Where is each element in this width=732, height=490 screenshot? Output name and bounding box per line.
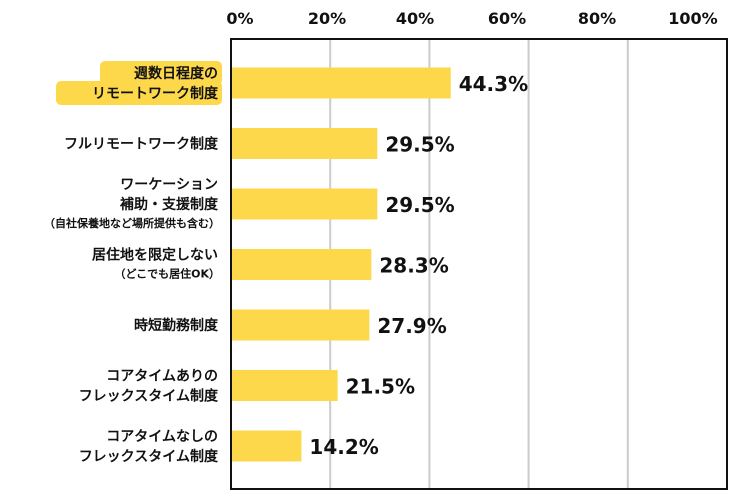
data-label: 28.3% [379,254,448,278]
bar [231,430,302,462]
category-label: 居住地を限定しない [92,247,218,264]
data-label: 14.2% [309,435,378,459]
data-label: 29.5% [385,133,454,157]
x-tick-label: 80% [578,9,616,28]
bar [231,249,372,280]
highlight-box [56,81,222,105]
category-label: 時短勤務制度 [134,317,219,334]
category-label: フレックスタイム制度 [79,448,219,465]
x-tick-label: 0% [226,9,253,28]
highlight-box [100,61,222,85]
data-label: 27.9% [377,314,446,338]
x-tick-label: 100% [668,9,717,28]
category-label: ワーケーション [120,177,218,193]
x-tick-label: 40% [396,9,434,28]
data-label: 21.5% [346,375,415,399]
category-label: コアタイムありの [106,369,218,385]
bar [231,67,451,99]
category-label: コアタイムなしの [106,429,218,445]
bar [231,370,338,401]
category-label: 週数日程度の [134,65,218,82]
category-sublabel: （自社保養地など場所提供も含む） [44,216,220,230]
category-label: フレックスタイム制度 [79,388,219,405]
x-tick-label: 20% [308,9,346,28]
plot-frame [230,38,728,490]
category-label: フルリモートワーク制度 [64,136,219,153]
bar [231,309,370,341]
x-tick-label: 60% [488,9,526,28]
category-label: 補助・支援制度 [119,196,219,213]
bar [231,188,378,220]
category-label: リモートワーク制度 [92,85,219,102]
category-sublabel: （どこでも居住OK） [114,267,220,281]
bar [231,128,378,159]
data-label: 29.5% [385,193,454,217]
data-label: 44.3% [459,72,528,96]
